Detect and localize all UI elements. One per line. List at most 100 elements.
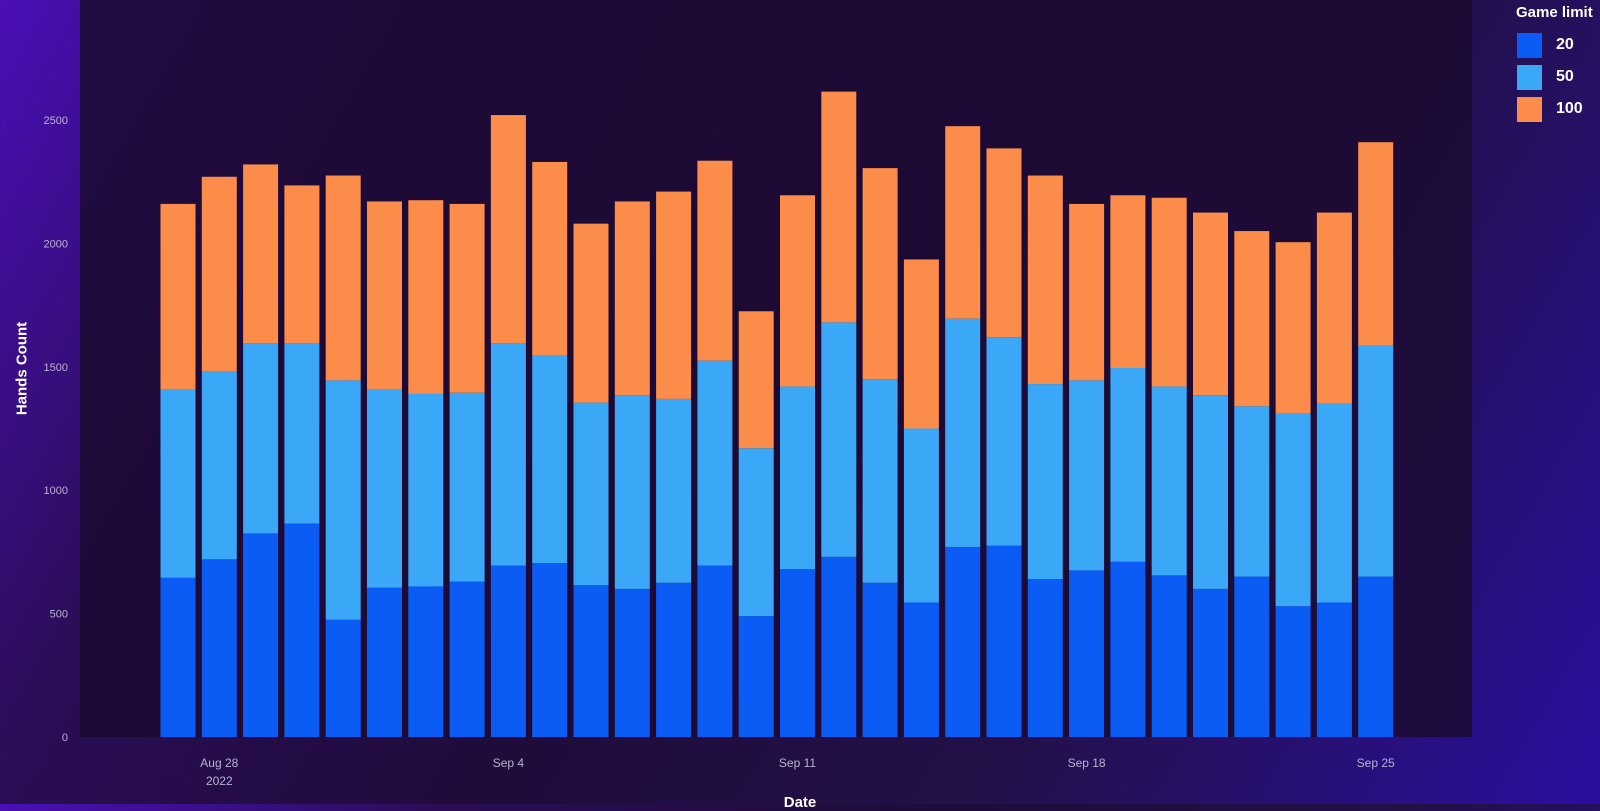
bar-segment-50 — [325, 380, 361, 620]
bar-segment-50 — [201, 371, 237, 560]
bar-segment-100 — [1027, 175, 1063, 385]
bar-segment-50 — [408, 393, 444, 587]
bar-segment-100 — [367, 201, 402, 390]
bar-segment-100 — [986, 148, 1022, 338]
x-tick-label: Sep 11 — [779, 756, 816, 770]
legend-label-100: 100 — [1556, 100, 1583, 117]
bar-segment-100 — [1358, 142, 1394, 346]
bar-segment-50 — [697, 360, 733, 566]
bar-segment-50 — [1234, 406, 1270, 577]
y-tick-label: 0 — [62, 732, 68, 744]
bar-segment-50 — [862, 379, 898, 583]
bar-segment-100 — [697, 160, 733, 361]
bar-segment-100 — [408, 200, 444, 394]
bar-segment-20 — [325, 619, 361, 737]
bar-segment-20 — [532, 563, 568, 737]
y-tick-label: 1000 — [44, 485, 68, 497]
bar-segment-100 — [490, 115, 526, 344]
bar-segment-20 — [903, 602, 939, 737]
bar-segment-20 — [697, 565, 733, 737]
bar-segment-50 — [986, 337, 1022, 546]
bar-segment-100 — [160, 203, 196, 390]
y-tick-label: 2500 — [44, 115, 68, 127]
bar-segment-20 — [1110, 561, 1146, 737]
bar-segment-20 — [862, 582, 898, 737]
bar-segment-20 — [780, 569, 815, 737]
bar-segment-50 — [945, 318, 981, 547]
bar-segment-20 — [449, 581, 485, 737]
x-tick-label: Sep 18 — [1068, 756, 1106, 770]
bar-segment-50 — [738, 448, 774, 617]
bar-segment-100 — [1069, 203, 1105, 381]
bar-segment-50 — [1110, 368, 1146, 562]
legend-item-20[interactable]: 20 — [1517, 29, 1600, 61]
bar-segment-50 — [656, 398, 692, 583]
bar-segment-20 — [573, 585, 609, 737]
bar-segment-20 — [160, 577, 196, 737]
bar-segment-20 — [614, 588, 650, 737]
bar-segment-100 — [1151, 197, 1187, 387]
bar-segment-50 — [1193, 395, 1228, 589]
bar-segment-100 — [532, 161, 568, 356]
bar-segment-20 — [656, 582, 692, 737]
bar-segment-20 — [490, 565, 526, 737]
bar-segment-20 — [1234, 576, 1270, 737]
bar-segment-100 — [738, 311, 774, 449]
bar-segment-20 — [738, 616, 774, 737]
bar-segment-20 — [1316, 602, 1352, 737]
y-tick-label: 2000 — [44, 238, 68, 250]
x-tick-label: Aug 28 — [200, 756, 238, 770]
bar-segment-20 — [821, 556, 857, 737]
bar-segment-50 — [243, 343, 279, 534]
legend-title: Game limit — [1516, 4, 1593, 21]
bar-segment-20 — [1027, 579, 1063, 737]
bar-segment-50 — [1069, 380, 1105, 571]
bar-segment-100 — [1316, 212, 1352, 404]
bar-segment-50 — [573, 402, 609, 586]
bar-segment-100 — [821, 91, 857, 323]
bar-segment-20 — [1069, 570, 1105, 737]
bar-segment-20 — [243, 533, 279, 737]
legend-swatch-20 — [1517, 32, 1542, 58]
bar-segment-50 — [1275, 413, 1311, 607]
bar-segment-100 — [1275, 242, 1311, 414]
bar-segment-20 — [367, 587, 402, 737]
bar-segment-20 — [945, 546, 981, 737]
bar-segment-50 — [821, 322, 857, 557]
bar-segment-100 — [862, 168, 898, 380]
bar-segment-100 — [1193, 212, 1228, 396]
bar-segment-100 — [243, 164, 279, 344]
bar-segment-50 — [1316, 403, 1352, 603]
bar-segment-50 — [490, 343, 526, 566]
bar-segment-50 — [614, 395, 650, 589]
bar-segment-50 — [780, 386, 815, 570]
bar-segment-50 — [532, 355, 568, 564]
legend-label-50: 50 — [1556, 68, 1574, 85]
bar-segment-100 — [656, 191, 692, 399]
legend-swatch-100 — [1517, 96, 1542, 122]
bar-segment-100 — [1110, 195, 1146, 369]
bar-segment-20 — [284, 523, 320, 737]
bar-segment-50 — [160, 389, 196, 578]
bar-segment-20 — [1193, 588, 1228, 737]
y-tick-label: 1500 — [44, 362, 68, 374]
bar-segment-50 — [1027, 384, 1063, 580]
bar-segment-100 — [945, 126, 981, 319]
bar-segment-100 — [449, 203, 485, 393]
bar-segment-20 — [986, 545, 1022, 737]
legend-label-20: 20 — [1556, 36, 1574, 53]
legend-swatch-50 — [1517, 64, 1542, 90]
y-axis-label: Hands Count — [13, 321, 31, 416]
bar-segment-20 — [408, 586, 444, 737]
bar-segment-50 — [903, 428, 939, 603]
bar-segment-50 — [1358, 345, 1394, 577]
legend-item-100[interactable]: 100 — [1517, 93, 1600, 125]
legend-item-50[interactable]: 50 — [1517, 61, 1600, 93]
x-tick-sublabel: 2022 — [206, 774, 233, 788]
y-tick-label: 500 — [50, 609, 68, 621]
bar-segment-50 — [284, 343, 320, 524]
bar-segment-100 — [573, 223, 609, 403]
bar-segment-20 — [1151, 575, 1187, 737]
